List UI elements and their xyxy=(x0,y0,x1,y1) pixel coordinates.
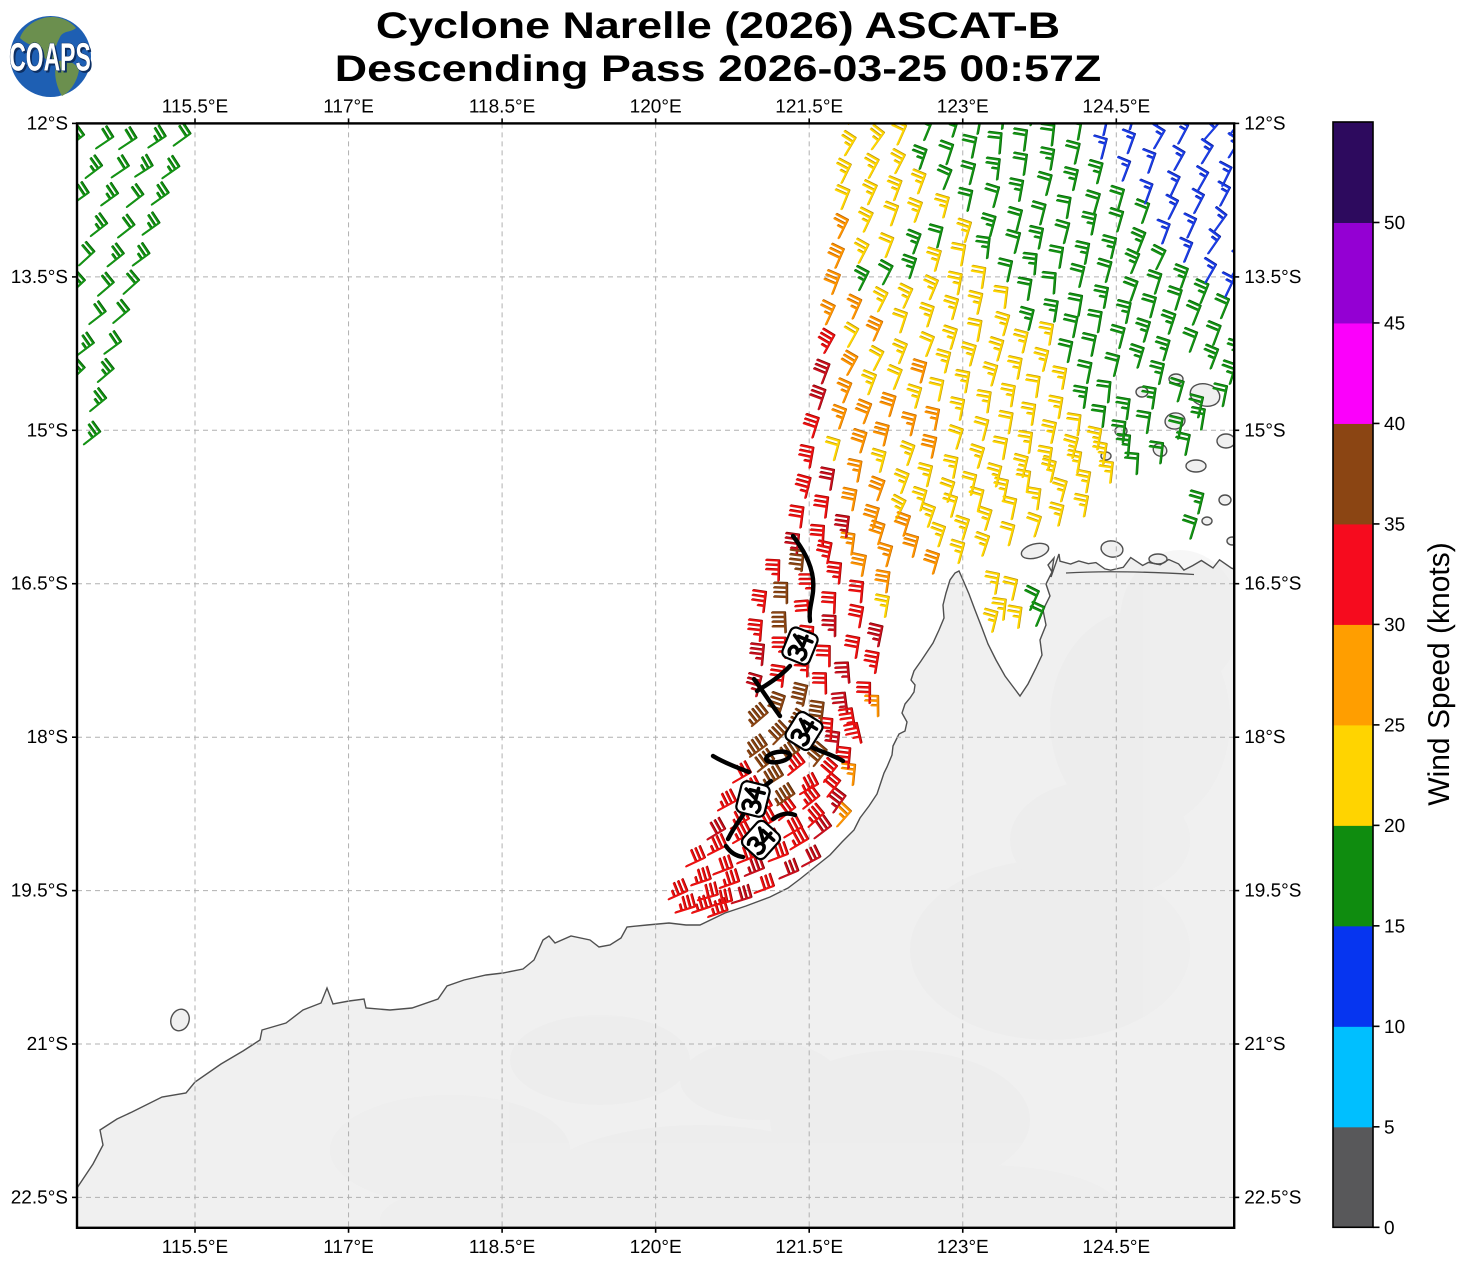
svg-text:123°E: 123°E xyxy=(937,96,989,117)
svg-text:Cyclone Narelle (2026) ASCAT-B: Cyclone Narelle (2026) ASCAT-B xyxy=(376,5,1060,46)
svg-text:19.5°S: 19.5°S xyxy=(1244,881,1301,902)
svg-text:12°S: 12°S xyxy=(1244,113,1285,134)
svg-text:118.5°E: 118.5°E xyxy=(469,1237,535,1258)
svg-text:5: 5 xyxy=(1384,1117,1395,1138)
svg-text:12°S: 12°S xyxy=(27,113,68,134)
svg-text:16.5°S: 16.5°S xyxy=(11,574,68,595)
svg-text:124.5°E: 124.5°E xyxy=(1082,1237,1150,1258)
svg-text:25: 25 xyxy=(1384,715,1405,736)
svg-text:118.5°E: 118.5°E xyxy=(469,96,535,117)
svg-text:18°S: 18°S xyxy=(27,727,68,748)
svg-text:15°S: 15°S xyxy=(1244,420,1285,441)
svg-text:121.5°E: 121.5°E xyxy=(775,96,843,117)
svg-text:15: 15 xyxy=(1384,916,1405,937)
svg-text:13.5°S: 13.5°S xyxy=(11,267,68,288)
svg-text:Descending Pass 2026-03-25 00:: Descending Pass 2026-03-25 00:57Z xyxy=(335,48,1101,89)
svg-text:21°S: 21°S xyxy=(27,1034,68,1055)
svg-text:0: 0 xyxy=(1384,1218,1395,1239)
svg-text:19.5°S: 19.5°S xyxy=(11,881,68,902)
svg-text:18°S: 18°S xyxy=(1244,727,1285,748)
svg-text:123°E: 123°E xyxy=(937,1237,989,1258)
svg-text:45: 45 xyxy=(1384,313,1405,334)
svg-text:30: 30 xyxy=(1384,615,1405,636)
svg-text:20: 20 xyxy=(1384,816,1405,837)
svg-text:13.5°S: 13.5°S xyxy=(1244,267,1301,288)
svg-text:22.5°S: 22.5°S xyxy=(1244,1187,1301,1208)
svg-text:15°S: 15°S xyxy=(27,420,68,441)
svg-text:22.5°S: 22.5°S xyxy=(11,1187,68,1208)
svg-text:16.5°S: 16.5°S xyxy=(1244,574,1301,595)
svg-text:117°E: 117°E xyxy=(323,96,374,117)
svg-text:COAPS: COAPS xyxy=(11,38,92,82)
svg-text:50: 50 xyxy=(1384,213,1405,234)
svg-text:124.5°E: 124.5°E xyxy=(1082,96,1150,117)
svg-text:120°E: 120°E xyxy=(630,96,682,117)
svg-text:117°E: 117°E xyxy=(323,1237,374,1258)
svg-text:21°S: 21°S xyxy=(1244,1034,1285,1055)
svg-text:COAPS: COAPS xyxy=(9,36,90,80)
svg-text:35: 35 xyxy=(1384,514,1405,535)
svg-text:40: 40 xyxy=(1384,414,1405,435)
svg-text:Wind Speed (knots): Wind Speed (knots) xyxy=(1423,542,1456,805)
svg-text:121.5°E: 121.5°E xyxy=(775,1237,843,1258)
svg-text:115.5°E: 115.5°E xyxy=(162,96,228,117)
svg-text:115.5°E: 115.5°E xyxy=(162,1237,228,1258)
svg-text:10: 10 xyxy=(1384,1017,1405,1038)
svg-text:120°E: 120°E xyxy=(630,1237,682,1258)
